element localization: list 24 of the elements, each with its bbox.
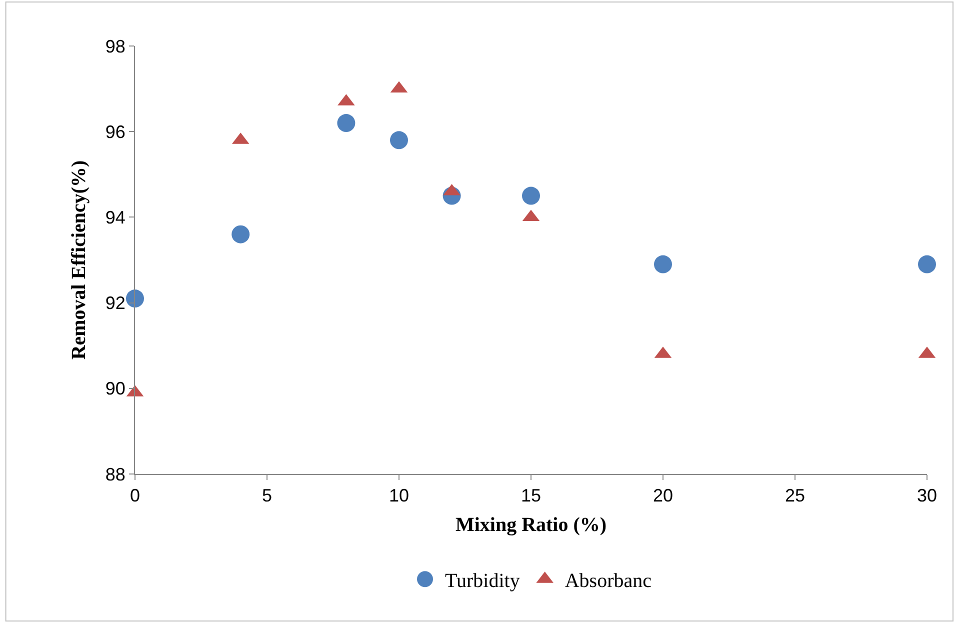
x-tick-label: 15 <box>520 486 542 506</box>
point <box>654 255 672 274</box>
y-tick-label: 96 <box>105 122 126 142</box>
point <box>126 290 144 308</box>
x-tick-label: 0 <box>130 486 140 506</box>
y-tick-label: 88 <box>105 464 126 484</box>
y-tick-label: 92 <box>105 293 126 314</box>
y-tick-label: 94 <box>105 208 126 228</box>
x-tick-label: 30 <box>916 486 938 506</box>
x-tick-label: 10 <box>388 486 410 506</box>
x-tick-label: 5 <box>262 486 272 506</box>
y-tick-label: 90 <box>105 378 126 399</box>
legend-label: Absorbanc <box>564 570 652 592</box>
point <box>337 114 356 132</box>
y-tick-label: 98 <box>105 36 126 56</box>
x-tick-label: 20 <box>652 486 674 506</box>
y-axis-title: Removal Efficiency(%) <box>68 160 90 360</box>
legend-label: Turbidity <box>445 570 520 592</box>
x-tick-label: 25 <box>784 486 806 506</box>
x-axis-title: Mixing Ratio (%) <box>455 514 607 536</box>
point <box>232 225 250 244</box>
point <box>522 186 540 205</box>
point <box>390 131 408 150</box>
point <box>918 255 936 274</box>
